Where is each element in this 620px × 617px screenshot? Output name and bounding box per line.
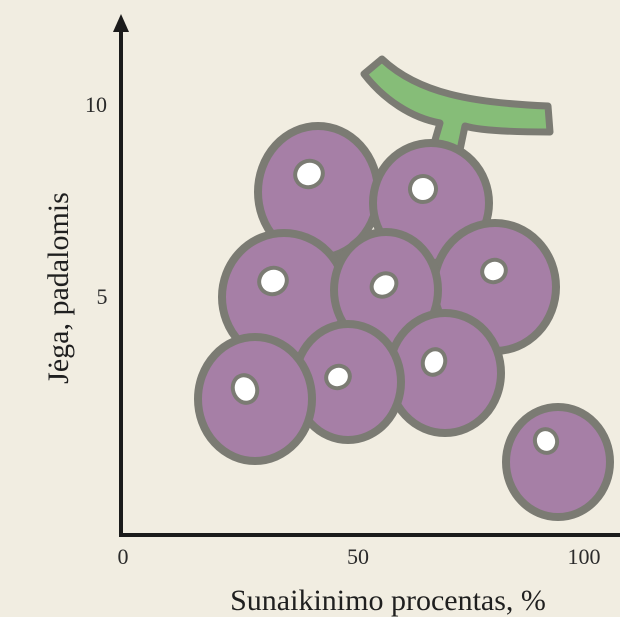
x-ticks: 0 50 100 (118, 544, 601, 569)
y-axis-title: Jėga, padalomis (42, 192, 75, 384)
x-tick-label: 100 (568, 544, 601, 569)
grape-highlight (230, 373, 260, 405)
grape-stem (360, 55, 554, 154)
grape (385, 309, 505, 437)
x-axis-title: Sunaikinimo procentas, % (230, 584, 546, 617)
grape-highlight (420, 347, 448, 377)
grape-highlight (408, 174, 438, 204)
grape-highlight (480, 257, 508, 285)
axes (113, 14, 620, 537)
x-tick-label: 50 (347, 544, 369, 569)
grape-highlight (532, 427, 560, 455)
grape-body (385, 309, 505, 437)
grape-body (502, 403, 614, 521)
grape-highlight (324, 363, 352, 391)
x-tick-label: 0 (118, 544, 129, 569)
grape (330, 228, 442, 352)
loose-grape (502, 403, 614, 521)
grape-highlight (369, 271, 399, 299)
grape (194, 333, 316, 465)
y-tick-label: 5 (97, 284, 108, 309)
y-tick-label: 10 (85, 92, 107, 117)
y-axis-arrowhead (113, 14, 129, 32)
grape-highlight (257, 265, 289, 297)
grape-highlight (293, 158, 325, 190)
grape-bunch-icon (194, 55, 614, 521)
y-ticks: 10 5 (85, 92, 108, 309)
